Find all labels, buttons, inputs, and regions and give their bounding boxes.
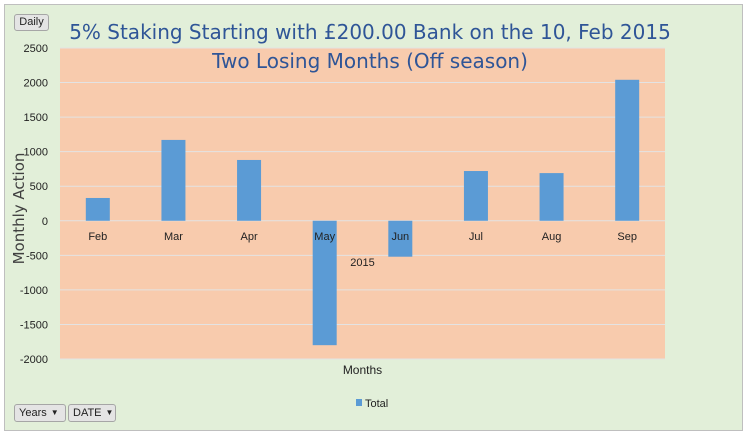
- y-tick-label: 0: [42, 216, 48, 228]
- chevron-down-icon: ▼: [105, 408, 114, 417]
- date-filter-label: DATE: [73, 407, 102, 419]
- bar-apr: [237, 159, 262, 221]
- y-tick-label: -1000: [20, 285, 48, 297]
- x-tick-label: Feb: [88, 231, 107, 243]
- y-axis-label: Monthly Action: [10, 153, 28, 265]
- bar-feb: [85, 197, 110, 221]
- y-tick-label: 500: [30, 181, 48, 193]
- x-tick-label: Sep: [617, 231, 637, 243]
- x-tick-labels: Feb Mar Apr May Jun Jul Aug Sep: [88, 231, 637, 243]
- legend-swatch: [356, 399, 362, 406]
- chart-title: 5% Staking Starting with £200.00 Bank on…: [69, 20, 671, 44]
- y-tick-labels: -2000 -1500 -1000 -500 0 500 1000 1500 2000 2500: [20, 43, 48, 366]
- x-tick-label: May: [314, 231, 335, 243]
- y-tick-label: -1500: [20, 319, 48, 331]
- x-axis-label: Months: [343, 363, 382, 377]
- chart-subtitle: Two Losing Months (Off season): [212, 49, 528, 73]
- bar-sep: [615, 79, 640, 221]
- chevron-down-icon: ▼: [50, 408, 59, 417]
- x-tick-label: Apr: [241, 231, 258, 243]
- years-filter-button[interactable]: Years ▼: [14, 404, 66, 422]
- y-tick-label: 2000: [24, 78, 48, 90]
- year-group-label: 2015: [350, 257, 374, 269]
- x-tick-label: Jun: [391, 231, 409, 243]
- bar-jul: [463, 171, 488, 221]
- x-tick-label: Mar: [164, 231, 183, 243]
- bar-may: [312, 220, 337, 346]
- y-tick-label: 1500: [24, 112, 48, 124]
- x-tick-label: Jul: [469, 231, 483, 243]
- y-tick-label: -500: [26, 250, 48, 262]
- bars: [85, 79, 640, 346]
- legend-label: Total: [365, 398, 388, 410]
- bar-mar: [161, 139, 186, 221]
- date-filter-button[interactable]: DATE ▼: [68, 404, 116, 422]
- y-tick-label: -2000: [20, 354, 48, 366]
- x-tick-label: Aug: [542, 231, 562, 243]
- plot-area: [60, 48, 665, 359]
- bar-jun: [388, 220, 413, 257]
- y-tick-label: 1000: [24, 147, 48, 159]
- daily-button[interactable]: Daily: [14, 14, 49, 31]
- y-tick-label: 2500: [24, 43, 48, 55]
- years-filter-label: Years: [19, 407, 47, 419]
- bar-aug: [539, 173, 564, 221]
- gridlines: [60, 47, 665, 360]
